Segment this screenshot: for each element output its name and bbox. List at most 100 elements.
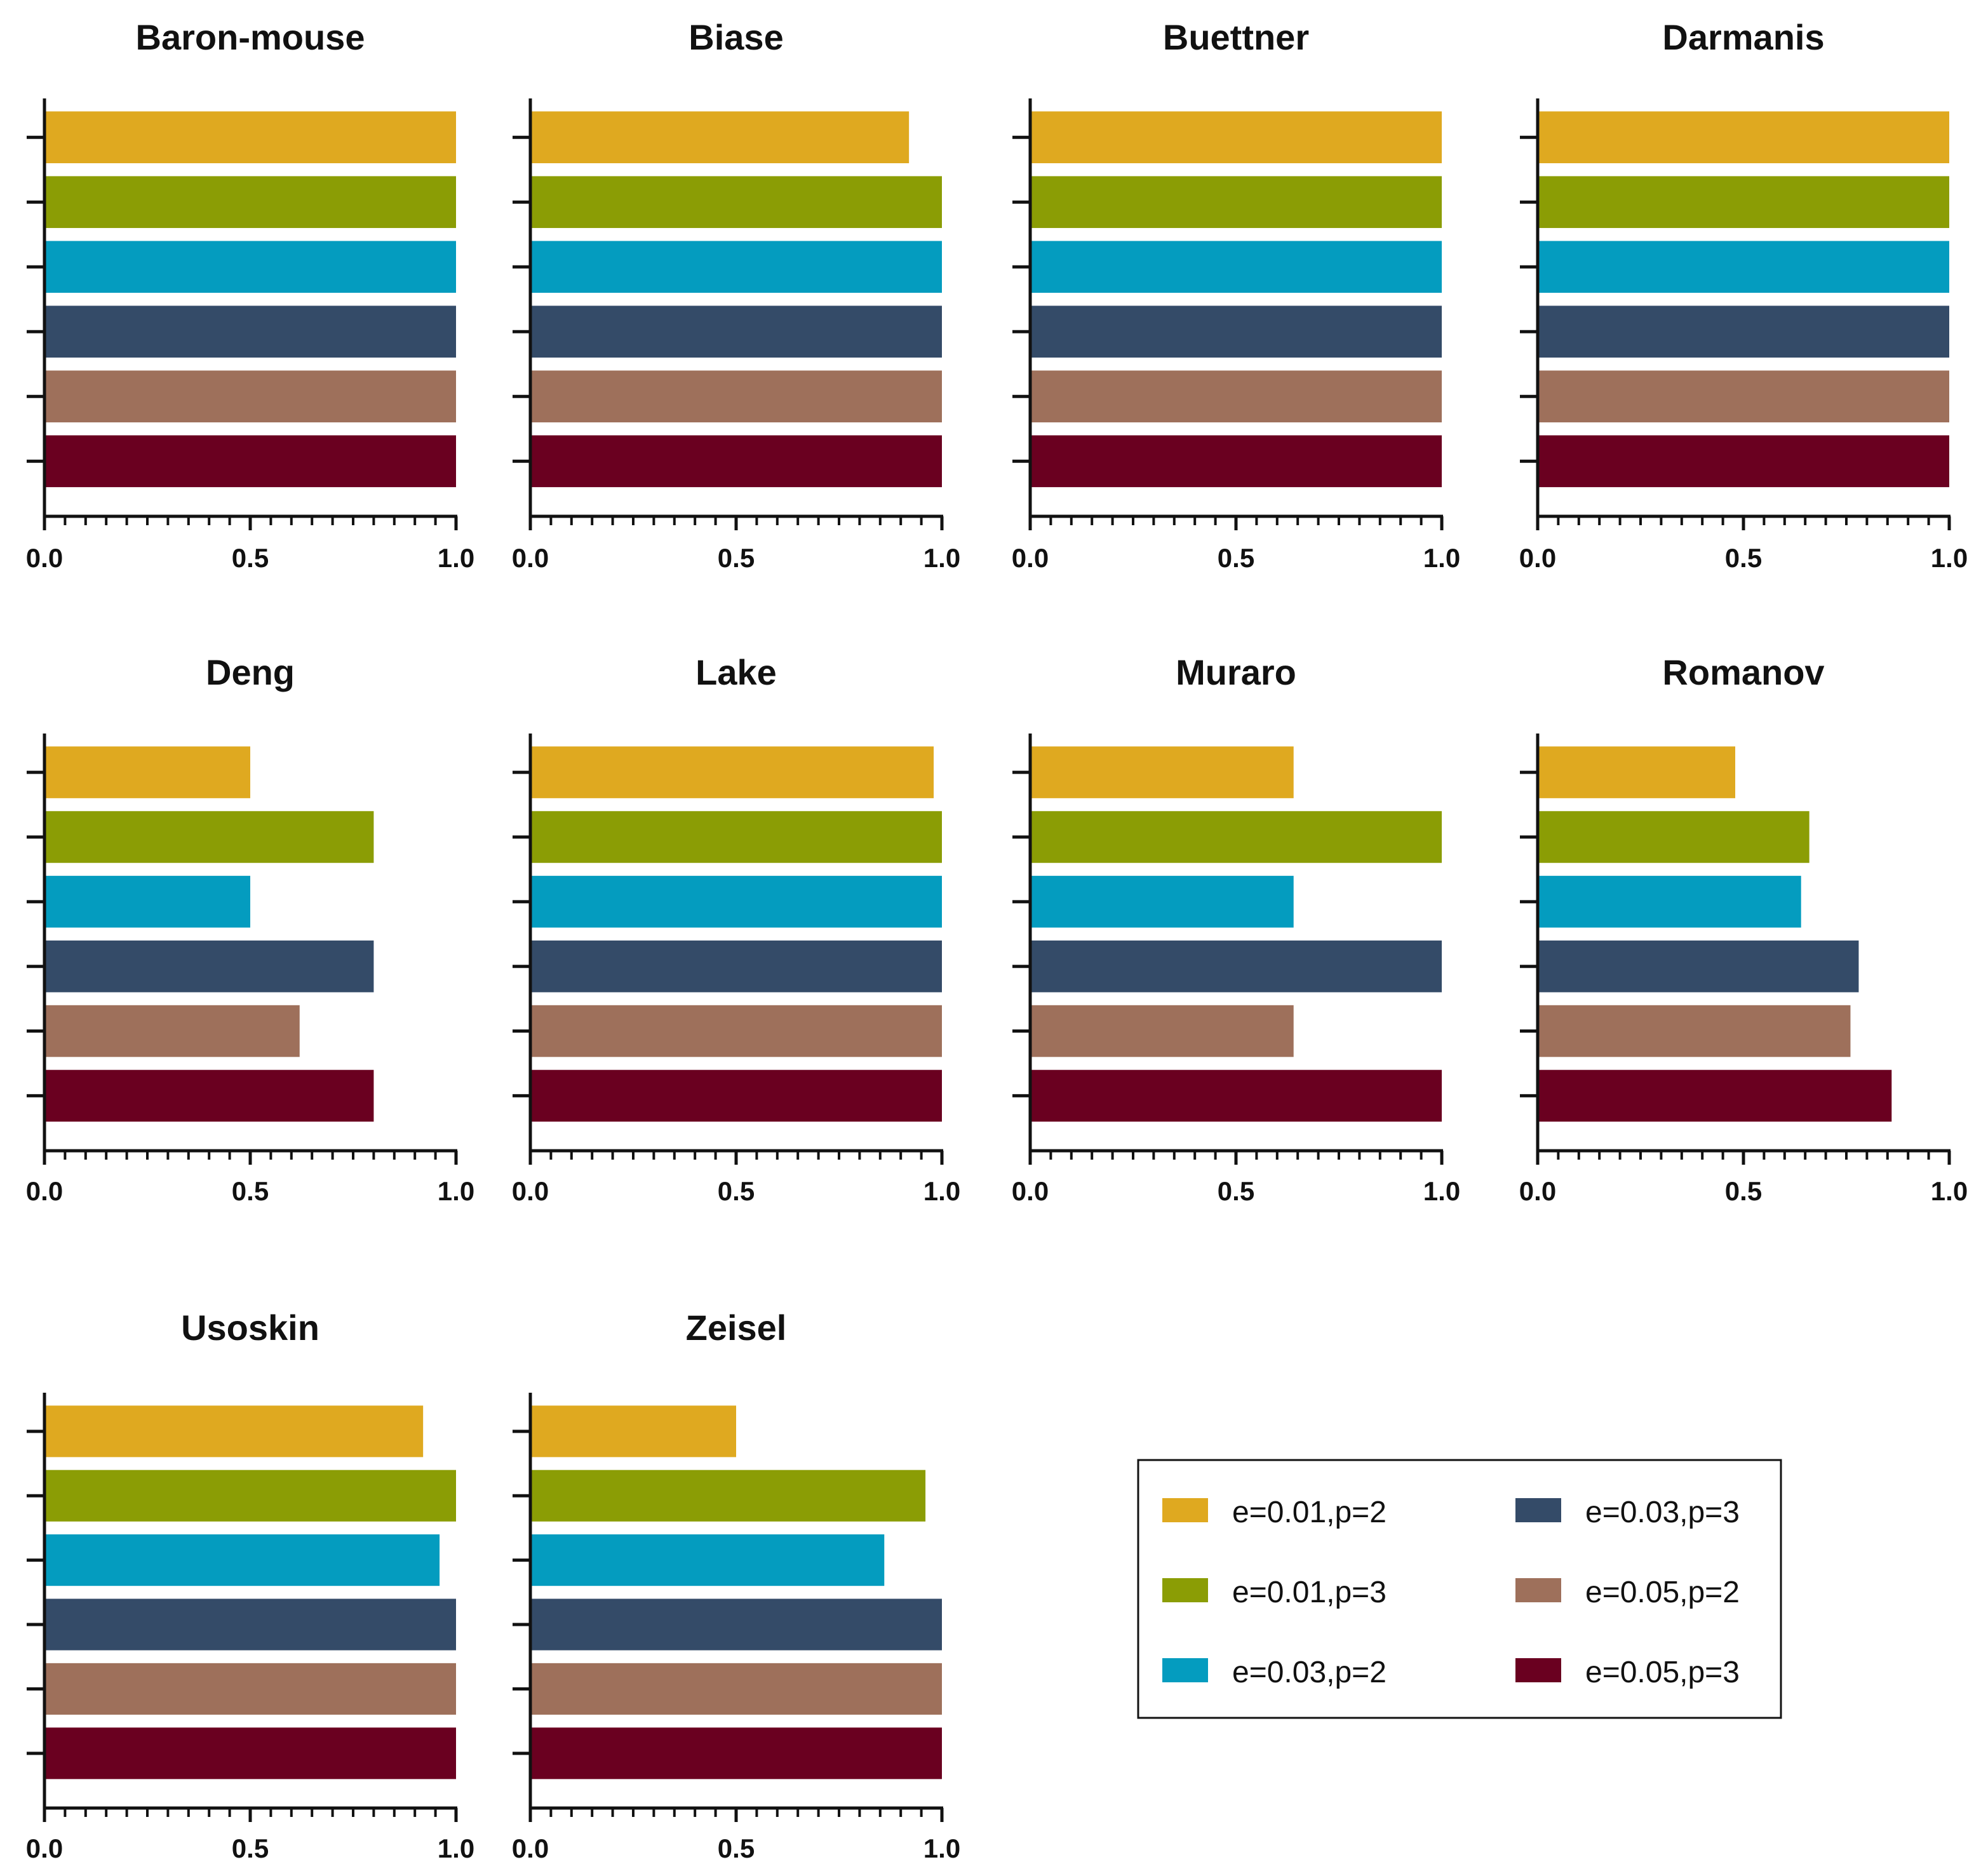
panel-title: Romanov <box>1662 652 1824 692</box>
x-tick-label: 1.0 <box>438 543 474 573</box>
legend-swatch <box>1162 1578 1208 1602</box>
x-tick-label: 0.5 <box>718 1176 755 1206</box>
bar <box>44 1405 424 1457</box>
panel-title: Deng <box>206 652 295 692</box>
x-tick-label: 0.0 <box>1519 1176 1556 1206</box>
bar <box>1030 370 1442 423</box>
bar <box>1030 1005 1294 1057</box>
legend-item: e=0.03,p=3 <box>1515 1496 1740 1529</box>
x-tick-label: 0.0 <box>512 1833 549 1863</box>
panel-title: Biase <box>688 17 783 57</box>
bar <box>530 811 942 863</box>
panel-biase: Biase 0.0 0.5 1.0 <box>512 17 960 573</box>
bar <box>1538 746 1736 798</box>
legend-swatch <box>1515 1498 1561 1522</box>
bar <box>44 1727 456 1779</box>
bar <box>1538 176 1949 229</box>
bar <box>44 940 374 993</box>
bar <box>530 370 942 423</box>
bar <box>530 241 942 293</box>
bar <box>1538 435 1949 488</box>
bar <box>530 1405 736 1457</box>
bar <box>44 435 456 488</box>
legend-label: e=0.01,p=2 <box>1232 1496 1387 1529</box>
bar <box>1030 746 1294 798</box>
legend-swatch <box>1515 1658 1561 1682</box>
bar <box>1538 1005 1851 1057</box>
panel-title: Muraro <box>1176 652 1296 692</box>
panel-muraro: Muraro 0.0 0.5 1.0 <box>1012 652 1460 1206</box>
bar <box>44 176 456 229</box>
bar <box>44 1663 456 1715</box>
bar <box>1030 111 1442 164</box>
x-tick-label: 0.5 <box>232 1176 269 1206</box>
panel-darmanis: Darmanis 0.0 0.5 1.0 <box>1519 17 1968 573</box>
panel-title: Lake <box>695 652 777 692</box>
x-tick-label: 1.0 <box>923 1833 960 1863</box>
legend-label: e=0.03,p=2 <box>1232 1656 1387 1689</box>
bar <box>44 241 456 293</box>
bar <box>1538 811 1810 863</box>
bar <box>530 1598 942 1651</box>
legend-item: e=0.01,p=2 <box>1162 1496 1387 1529</box>
legend-label: e=0.03,p=3 <box>1585 1496 1740 1529</box>
bar <box>1538 305 1949 358</box>
panel-buettner: Buettner 0.0 0.5 1.0 <box>1012 17 1460 573</box>
bar <box>530 1727 942 1779</box>
panel-title: Usoskin <box>181 1308 319 1348</box>
bar <box>1030 940 1442 993</box>
legend-item: e=0.01,p=3 <box>1162 1576 1387 1609</box>
panel-title: Zeisel <box>686 1308 787 1348</box>
bar <box>44 305 456 358</box>
bar <box>1538 241 1949 293</box>
bar <box>44 1005 300 1057</box>
legend: e=0.01,p=2 e=0.01,p=3 e=0.03,p=2 e=0.03,p=3… <box>1137 1459 1782 1719</box>
panel-zeisel: Zeisel 0.0 0.5 1.0 <box>512 1308 960 1863</box>
bar <box>1538 111 1949 164</box>
bar <box>1538 876 1801 928</box>
bar <box>1538 370 1949 423</box>
bar <box>530 940 942 993</box>
bar <box>44 1534 440 1586</box>
bar <box>44 111 456 164</box>
x-tick-label: 0.0 <box>512 543 549 573</box>
bar <box>530 176 942 229</box>
x-tick-label: 0.5 <box>1725 543 1762 573</box>
x-tick-label: 0.0 <box>26 1833 63 1863</box>
legend-label: e=0.05,p=3 <box>1585 1656 1740 1689</box>
legend-swatch <box>1162 1498 1208 1522</box>
x-tick-label: 0.0 <box>512 1176 549 1206</box>
legend-item: e=0.03,p=2 <box>1162 1656 1387 1689</box>
x-tick-label: 0.0 <box>26 543 63 573</box>
x-tick-label: 0.0 <box>26 1176 63 1206</box>
legend-label: e=0.05,p=2 <box>1585 1576 1740 1609</box>
legend-item: e=0.05,p=2 <box>1515 1576 1740 1609</box>
x-tick-label: 1.0 <box>1423 543 1460 573</box>
bar <box>530 1534 885 1586</box>
bar <box>530 111 910 164</box>
bar <box>44 1470 456 1522</box>
bar <box>530 1069 942 1122</box>
bar <box>530 1663 942 1715</box>
legend-swatch <box>1162 1658 1208 1682</box>
bar <box>44 1598 456 1651</box>
x-tick-label: 1.0 <box>438 1833 474 1863</box>
x-tick-label: 1.0 <box>923 543 960 573</box>
bar <box>530 746 934 798</box>
x-tick-label: 1.0 <box>1931 1176 1968 1206</box>
bar <box>530 305 942 358</box>
bar <box>44 811 374 863</box>
x-tick-label: 0.0 <box>1519 543 1556 573</box>
x-tick-label: 0.0 <box>1012 1176 1049 1206</box>
bar <box>44 370 456 423</box>
panel-lake: Lake 0.0 0.5 1.0 <box>512 652 960 1206</box>
bar <box>1538 1069 1892 1122</box>
x-tick-label: 1.0 <box>1423 1176 1460 1206</box>
panel-deng: Deng 0.0 0.5 1.0 <box>26 652 474 1206</box>
panel-title: Baron-mouse <box>136 17 365 57</box>
panel-romanov: Romanov 0.0 0.5 1.0 <box>1519 652 1968 1206</box>
x-tick-label: 0.0 <box>1012 543 1049 573</box>
panel-usoskin: Usoskin 0.0 0.5 1.0 <box>26 1308 474 1863</box>
